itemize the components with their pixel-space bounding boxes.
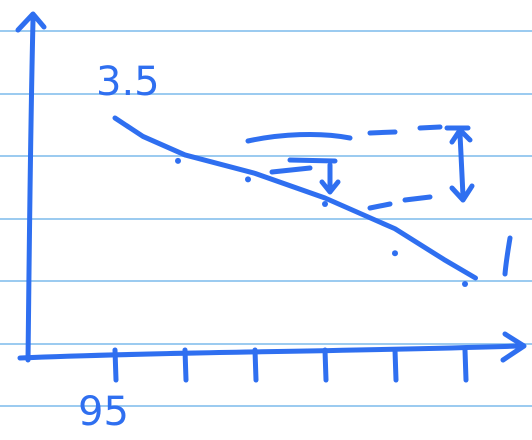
- data-point: [175, 157, 181, 164]
- x-tick: [252, 347, 259, 383]
- ruled-line: [0, 93, 532, 95]
- dashed-lower-segment: [367, 194, 433, 211]
- y-axis-arrowhead: [15, 11, 47, 33]
- x-tick: [182, 347, 189, 383]
- dashed-upper-line: [245, 131, 353, 144]
- data-point: [392, 250, 398, 257]
- x-tick: [392, 347, 399, 383]
- dashed-short-line: [269, 157, 338, 175]
- end-vertical-mark: [502, 235, 513, 277]
- x-tick: [112, 347, 119, 383]
- x-axis: [17, 343, 523, 361]
- x-axis-arrowhead: [500, 331, 527, 363]
- ruled-line: [0, 218, 532, 220]
- x-tick: [322, 347, 329, 383]
- data-point: [245, 176, 251, 183]
- series-line: [112, 115, 478, 281]
- x-tick-label: 95: [78, 389, 129, 435]
- dashed-upper-segment: [367, 124, 443, 136]
- double-arrow: [449, 127, 475, 203]
- data-point: [322, 201, 328, 207]
- ruled-line: [0, 155, 532, 157]
- start-value-label: 3.5: [96, 59, 160, 105]
- ruled-line: [0, 280, 532, 282]
- small-down-arrow: [319, 162, 341, 195]
- x-tick: [462, 347, 469, 383]
- ruled-line: [0, 343, 532, 345]
- ruled-line: [0, 30, 532, 32]
- y-axis: [25, 17, 36, 363]
- ruled-line: [0, 405, 532, 407]
- data-point: [462, 281, 468, 287]
